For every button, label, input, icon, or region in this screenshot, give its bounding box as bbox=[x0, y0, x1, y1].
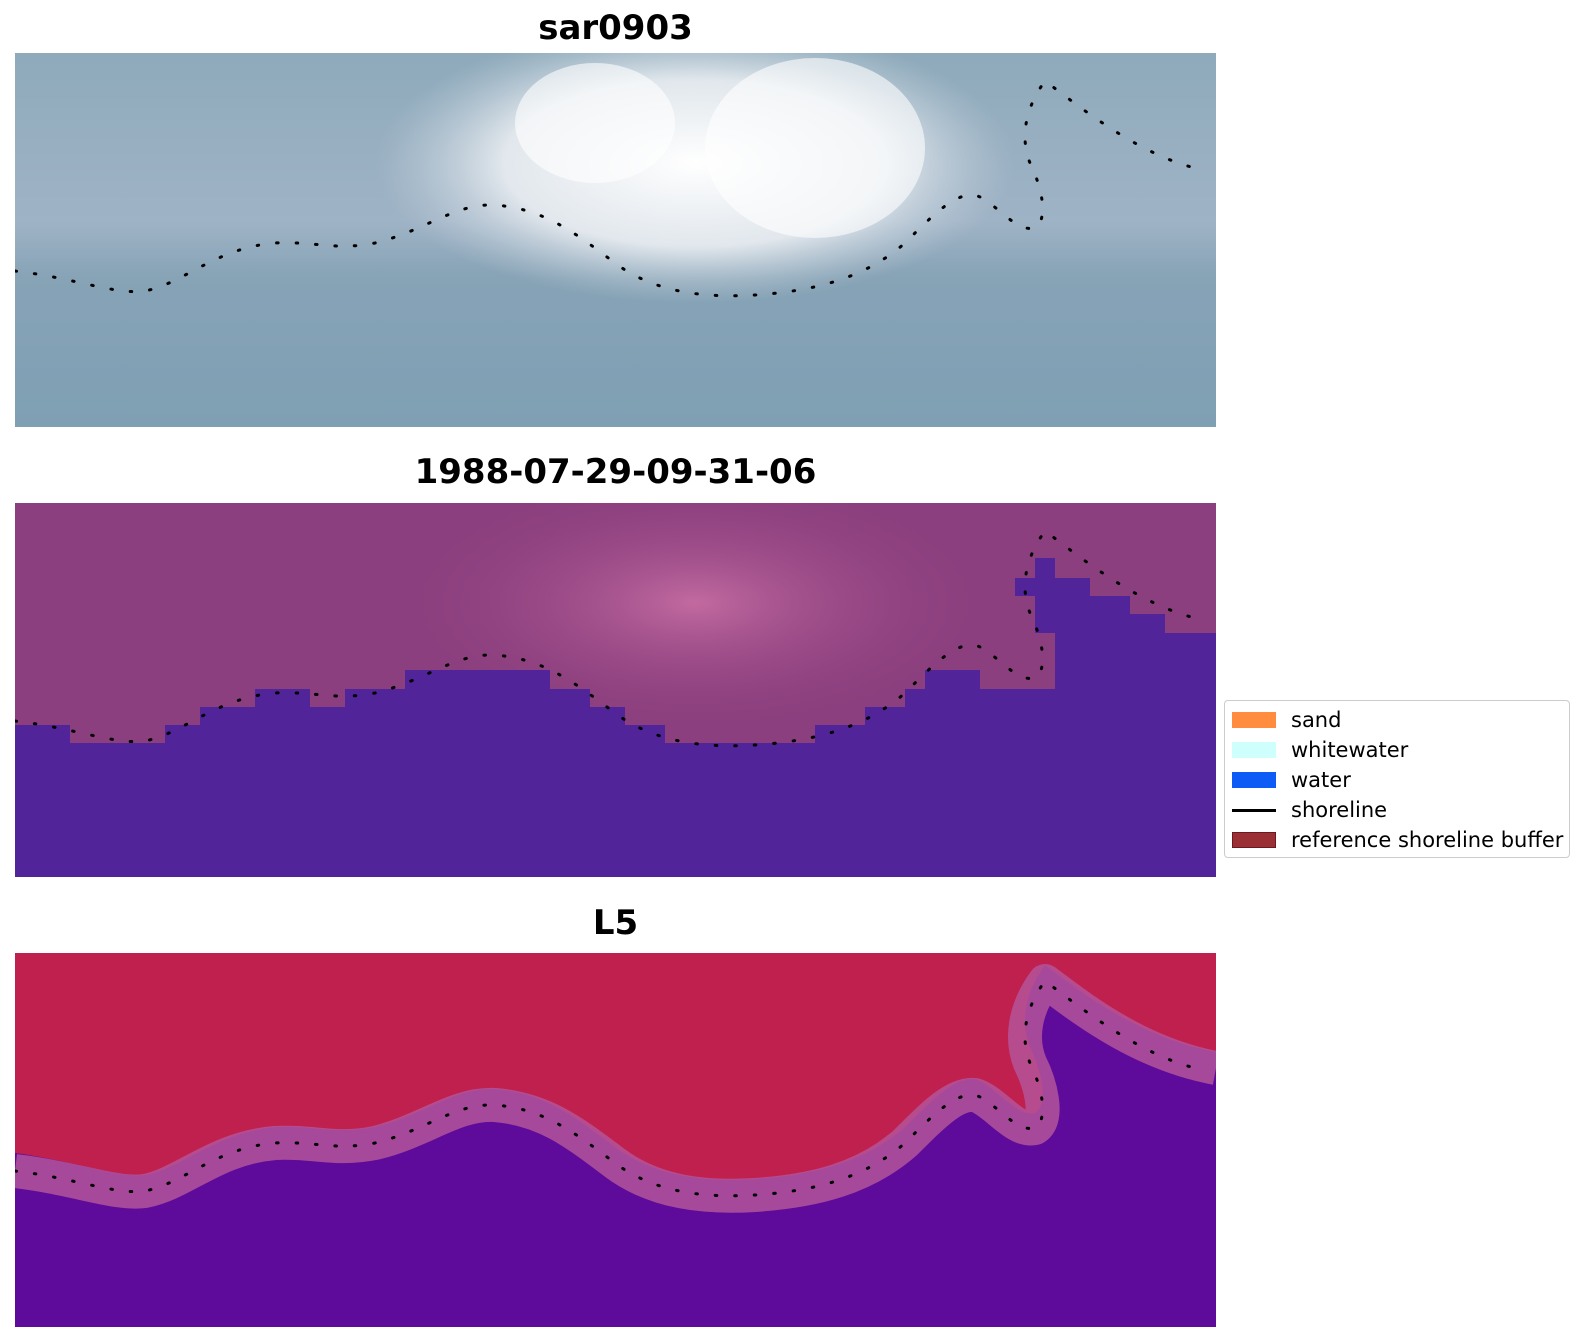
shoreline bbox=[15, 978, 1197, 1198]
l5-land bbox=[15, 953, 1216, 1180]
legend-swatch-sand bbox=[1232, 712, 1276, 728]
classified-image bbox=[15, 503, 1216, 877]
legend-swatch-shoreline bbox=[1232, 809, 1276, 812]
classified-image-panel bbox=[15, 503, 1216, 877]
legend-label-water: water bbox=[1291, 768, 1351, 792]
bright-core bbox=[705, 58, 925, 238]
shoreline bbox=[15, 528, 1197, 748]
legend-item-reference-buffer: reference shoreline buffer bbox=[1225, 826, 1569, 856]
panel-title-date: 1988-07-29-09-31-06 bbox=[414, 452, 817, 492]
legend-label-reference-buffer: reference shoreline buffer bbox=[1291, 828, 1564, 852]
l5-transition-band bbox=[15, 964, 1216, 1213]
shoreline bbox=[15, 78, 1197, 298]
legend-label-sand: sand bbox=[1291, 708, 1342, 732]
sar-image-panel bbox=[15, 53, 1216, 427]
classified-water bbox=[15, 558, 1216, 877]
legend-label-shoreline: shoreline bbox=[1291, 798, 1388, 822]
sar-image bbox=[15, 53, 1216, 427]
legend-swatch-whitewater bbox=[1232, 742, 1276, 758]
legend-item-water: water bbox=[1225, 766, 1569, 796]
legend: sand whitewater water shoreline referenc… bbox=[1224, 700, 1570, 858]
l5-image-panel bbox=[15, 953, 1216, 1327]
bright-core-2 bbox=[515, 63, 675, 183]
legend-swatch-water bbox=[1232, 772, 1276, 788]
panel-title-sensor: L5 bbox=[592, 903, 639, 943]
l5-image bbox=[15, 953, 1216, 1327]
panel-title-sar: sar0903 bbox=[538, 8, 693, 48]
legend-swatch-reference-buffer bbox=[1232, 832, 1276, 848]
legend-item-whitewater: whitewater bbox=[1225, 736, 1569, 766]
legend-label-whitewater: whitewater bbox=[1291, 738, 1409, 762]
legend-item-shoreline: shoreline bbox=[1225, 796, 1569, 826]
legend-item-sand: sand bbox=[1225, 706, 1569, 736]
